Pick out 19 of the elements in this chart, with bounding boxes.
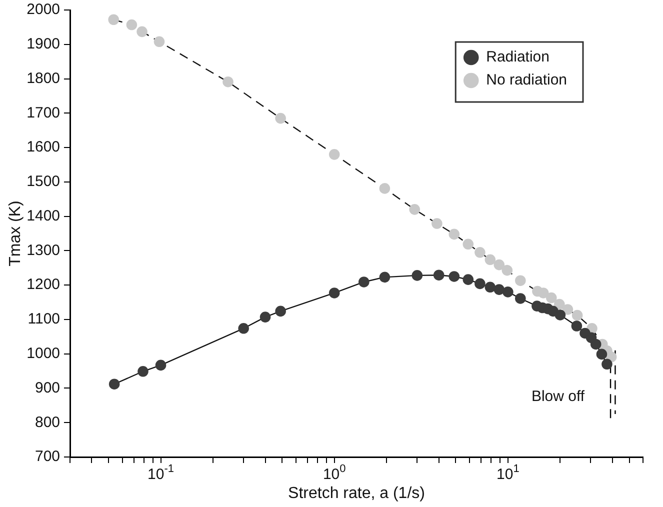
y-tick-label: 1500 bbox=[26, 173, 60, 190]
legend-label: No radiation bbox=[486, 72, 568, 89]
x-axis-title: Stretch rate, a (1/s) bbox=[288, 484, 425, 502]
y-tick-label: 700 bbox=[34, 448, 60, 466]
y-tick-label: 1300 bbox=[26, 242, 60, 259]
y-tick-label: 1400 bbox=[26, 207, 60, 224]
y-tick-label: 2000 bbox=[26, 1, 60, 18]
y-tick-label: 1800 bbox=[26, 70, 60, 87]
y-tick-label: 1100 bbox=[28, 310, 60, 328]
annotation: Blow off bbox=[531, 388, 586, 406]
y-tick-label: 1000 bbox=[26, 344, 60, 362]
y-axis-title: Tmax (K) bbox=[7, 200, 24, 266]
y-tick-label: 900 bbox=[34, 379, 60, 396]
y-tick-label: 1600 bbox=[26, 138, 60, 156]
y-tick-label: 1700 bbox=[26, 104, 60, 122]
y-tick-label: 800 bbox=[34, 414, 60, 431]
y-tick-label: 1900 bbox=[26, 36, 60, 53]
y-tick-label: 1200 bbox=[26, 276, 60, 294]
legend-label: Radiation bbox=[486, 48, 550, 66]
